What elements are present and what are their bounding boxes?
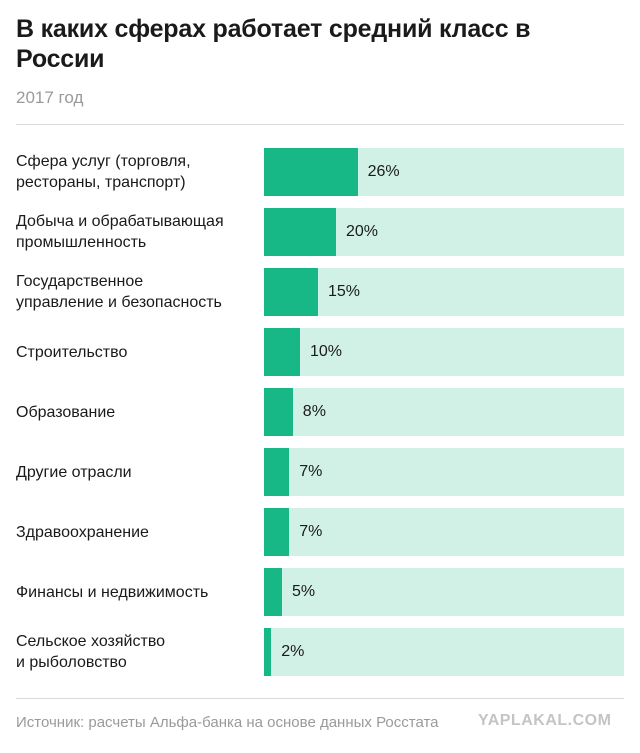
bar-track: 7% — [264, 508, 624, 556]
bar-track: 10% — [264, 328, 624, 376]
category-label: Здравоохранение — [16, 523, 149, 541]
bar-row: Строительство 10% — [0, 328, 640, 376]
bar-row: Образование 8% — [0, 388, 640, 436]
value-label: 8% — [302, 403, 326, 420]
bar — [264, 268, 318, 316]
category-label: Строительство — [16, 343, 128, 361]
bar-track: 15% — [264, 268, 624, 316]
chart-title: В каких сферах работает средний класс в … — [16, 15, 531, 73]
value-label: 5% — [292, 583, 316, 600]
value-label: 2% — [281, 643, 305, 660]
category-label: Сельское хозяйство и рыболовство — [16, 633, 166, 671]
value-label: 20% — [346, 223, 379, 240]
bar-row: Другие отрасли 7% — [0, 448, 640, 496]
bar-track: 8% — [264, 388, 624, 436]
bar — [264, 508, 290, 556]
source-note: Источник: расчеты Альфа-банка на основе … — [16, 714, 439, 731]
bar-row: Государственное управление и безопасност… — [0, 268, 640, 316]
category-label: Сфера услуг (торговля, рестораны, трансп… — [16, 153, 191, 191]
bar — [264, 388, 293, 436]
value-label: 7% — [299, 463, 323, 480]
category-label: Добыча и обрабатывающая промышленность — [16, 213, 224, 251]
category-label: Финансы и недвижимость — [16, 583, 209, 601]
bar — [264, 448, 290, 496]
bar — [264, 208, 336, 256]
bar-track: 2% — [264, 628, 624, 676]
bar — [264, 628, 272, 676]
bar-row: Сфера услуг (торговля, рестораны, трансп… — [0, 148, 640, 196]
bar-row: Сельское хозяйство и рыболовство 2% — [0, 628, 640, 676]
chart-subtitle: 2017 год — [16, 88, 84, 107]
category-label: Образование — [16, 403, 116, 421]
category-label: Государственное управление и безопасност… — [16, 273, 222, 311]
bar-track: 7% — [264, 448, 624, 496]
bar — [264, 148, 358, 196]
category-label: Другие отрасли — [16, 463, 132, 481]
bottom-divider — [16, 698, 624, 699]
value-label: 26% — [367, 163, 400, 180]
bar-track: 5% — [264, 568, 624, 616]
value-label: 7% — [299, 523, 323, 540]
watermark-text: YAPLAKAL.COM — [478, 712, 612, 729]
bar-row: Добыча и обрабатывающая промышленность 20… — [0, 208, 640, 256]
bar — [264, 328, 300, 376]
bar-row: Финансы и недвижимость 5% — [0, 568, 640, 616]
bar — [264, 568, 282, 616]
bar-row: Здравоохранение 7% — [0, 508, 640, 556]
top-divider — [16, 124, 624, 125]
value-label: 10% — [310, 343, 343, 360]
bar-track: 26% — [264, 148, 624, 196]
value-label: 15% — [328, 283, 361, 300]
bar-track: 20% — [264, 208, 624, 256]
